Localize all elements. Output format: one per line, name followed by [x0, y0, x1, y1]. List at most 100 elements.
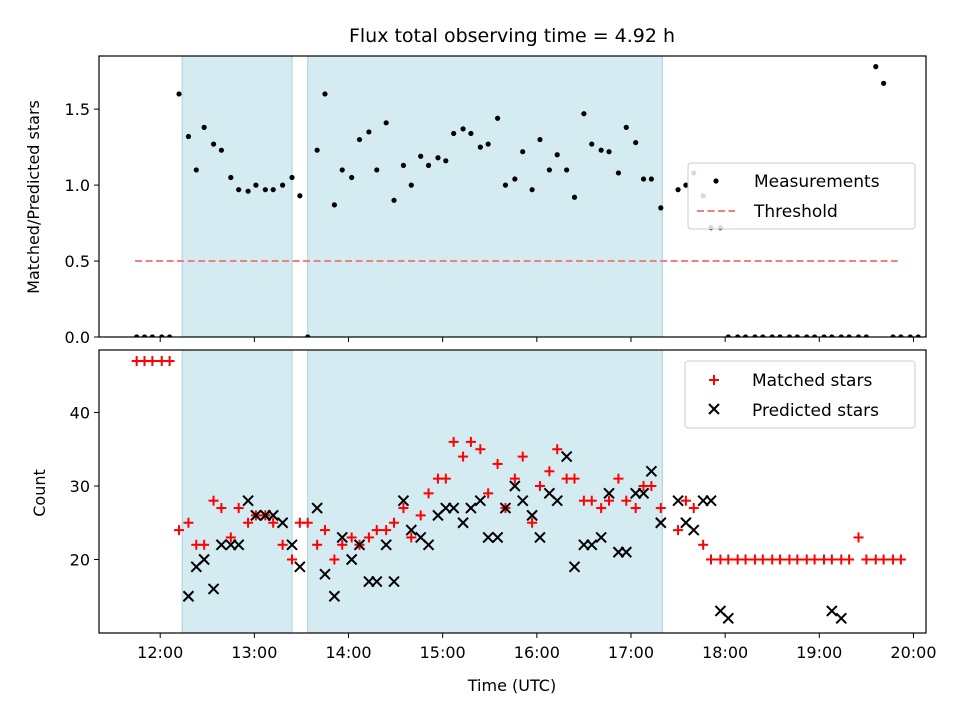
- matched-point: [552, 444, 563, 455]
- predicted-point: [397, 494, 410, 507]
- predicted-point-b: [826, 605, 838, 617]
- bottom-legend: Matched stars Predicted stars: [684, 360, 916, 429]
- matched-point: [389, 517, 400, 528]
- predicted-point: [380, 539, 392, 551]
- predicted-point: [672, 494, 684, 507]
- measurement-point: [633, 139, 639, 146]
- measurement-point: [356, 136, 363, 143]
- matched-point: [844, 554, 855, 565]
- measurement-point: [520, 149, 526, 155]
- matched-point: [398, 503, 409, 514]
- measurement-point: [418, 153, 424, 159]
- chart-title: Flux total observing time = 4.92 h: [349, 25, 675, 47]
- predicted-point-b: [680, 517, 692, 529]
- predicted-point: [182, 590, 195, 602]
- bottom-shaded-interval-0: [181, 349, 293, 634]
- predicted-point: [388, 575, 400, 588]
- measurement-point: [425, 162, 432, 168]
- measurement-point: [167, 334, 173, 337]
- measurement-point: [623, 124, 629, 130]
- predicted-point: [509, 480, 521, 492]
- predicted-point-b: [474, 494, 487, 507]
- measurement-point: [846, 334, 852, 337]
- matched-point: [698, 539, 709, 550]
- measurement-point: [477, 144, 483, 150]
- predicted-point-b: [714, 605, 727, 617]
- predicted-point-b: [414, 531, 427, 544]
- predicted-point: [311, 502, 323, 514]
- predicted-point-b: [595, 531, 607, 544]
- matched-point: [853, 532, 864, 543]
- measurement-point: [435, 155, 441, 161]
- measurement-point: [546, 167, 552, 173]
- top-shaded-interval-0: [181, 55, 293, 338]
- matched-point: [809, 554, 820, 565]
- measurement-point: [606, 149, 612, 155]
- matched-point: [630, 503, 641, 514]
- predicted-point-b: [207, 583, 220, 595]
- predicted-point: [595, 531, 607, 544]
- top-y-tick-label: 0.0: [65, 328, 90, 347]
- measurement-point: [485, 141, 491, 147]
- matched-point: [147, 356, 158, 367]
- predicted-point-b: [422, 539, 435, 551]
- matched-point: [673, 525, 684, 536]
- predicted-point: [242, 494, 254, 507]
- predicted-point: [722, 612, 734, 625]
- measurement-point: [305, 334, 311, 337]
- measurement-point: [349, 174, 355, 181]
- measurement-point: [786, 334, 793, 337]
- top-y-tick-label: 1.0: [65, 176, 90, 195]
- predicted-point: [499, 502, 512, 514]
- top-axes-frame: [98, 55, 927, 338]
- predicted-point: [198, 553, 210, 566]
- predicted-point-b: [722, 612, 734, 625]
- x-tick-label: 19:00: [796, 643, 842, 662]
- measurement-point: [615, 170, 622, 176]
- x-tick-label: 12:00: [137, 643, 183, 662]
- predicted-point-b: [198, 553, 210, 566]
- measurement-point: [915, 334, 921, 337]
- measurement-point: [374, 167, 380, 173]
- predicted-point-b: [250, 509, 262, 522]
- predicted-point: [345, 553, 358, 566]
- measurement-point: [829, 334, 835, 337]
- top-y-axis-label: Matched/Predicted stars: [24, 100, 43, 294]
- legend-predicted-marker: [708, 403, 720, 415]
- measurement-point: [468, 130, 474, 137]
- predicted-point: [215, 539, 228, 551]
- predicted-point: [207, 583, 220, 595]
- bottom-axes-frame: [98, 349, 927, 634]
- matched-point: [895, 554, 906, 565]
- measurement-point: [400, 162, 407, 168]
- predicted-point: [328, 590, 341, 602]
- predicted-point-b: [353, 539, 366, 551]
- predicted-point: [491, 531, 504, 544]
- predicted-point-b: [516, 494, 529, 507]
- matched-point: [243, 517, 254, 528]
- predicted-point-b: [655, 517, 667, 529]
- top-shaded-interval-1: [307, 55, 663, 338]
- matched-point: [312, 539, 323, 550]
- predicted-point: [637, 487, 650, 500]
- top-y-tick-label: 0.5: [65, 252, 90, 271]
- predicted-point: [465, 502, 477, 514]
- predicted-point-b: [380, 539, 392, 551]
- predicted-point-b: [319, 568, 331, 580]
- measurement-point: [554, 152, 560, 158]
- measurement-point: [322, 91, 328, 97]
- measurement-point: [339, 167, 345, 173]
- measurement-point: [494, 115, 501, 121]
- predicted-point-b: [645, 465, 658, 477]
- matched-point: [346, 532, 357, 543]
- predicted-point: [474, 494, 487, 507]
- predicted-point-b: [267, 509, 279, 522]
- predicted-point: [422, 539, 435, 551]
- predicted-point: [286, 539, 298, 551]
- matched-point: [861, 554, 872, 565]
- matched-point: [415, 510, 426, 521]
- legend-predicted-label: Predicted stars: [752, 401, 879, 421]
- predicted-point-b: [182, 590, 195, 602]
- measurement-point: [210, 141, 217, 147]
- measurement-point: [512, 176, 518, 182]
